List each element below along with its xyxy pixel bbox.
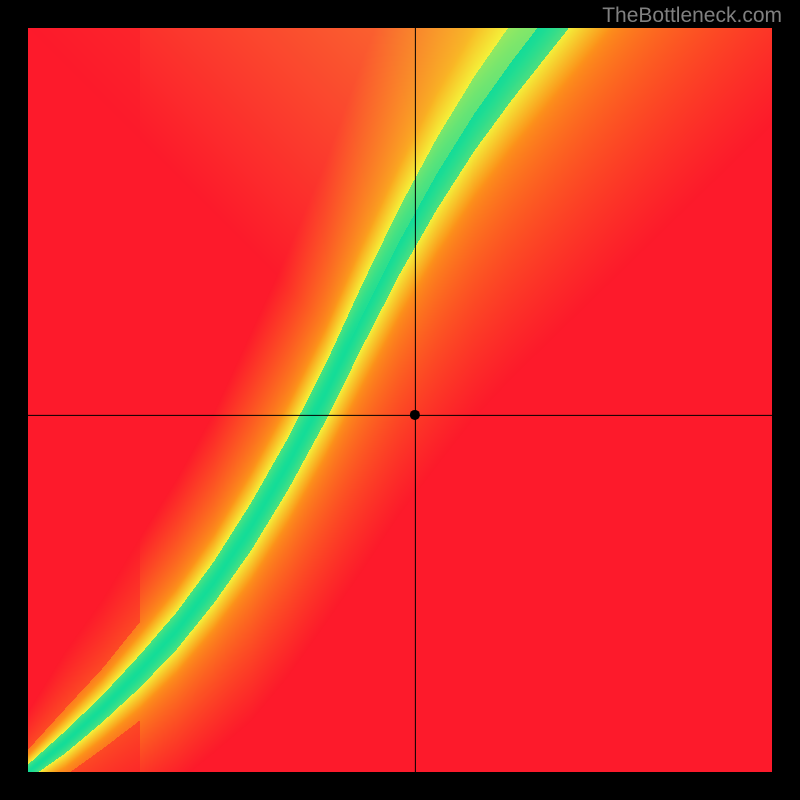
- watermark-text: TheBottleneck.com: [602, 4, 782, 28]
- crosshair-overlay: [0, 0, 800, 800]
